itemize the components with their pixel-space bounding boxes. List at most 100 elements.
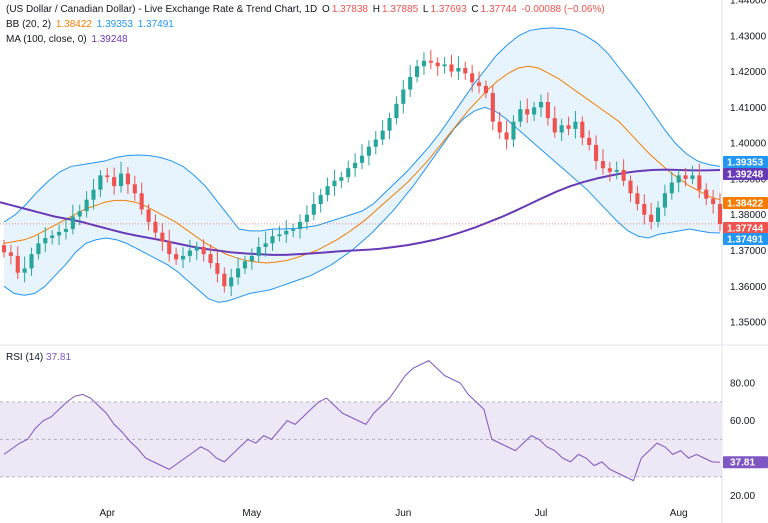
- price-tag-label: 1.37491: [727, 235, 764, 246]
- candle-body: [91, 189, 96, 200]
- candle-body: [236, 268, 241, 278]
- candle-body: [635, 193, 640, 204]
- candle-body: [132, 184, 137, 194]
- candle-body: [669, 182, 674, 194]
- candle-body: [628, 180, 633, 194]
- rsi-value: 37.81: [46, 352, 72, 363]
- candle-body: [387, 118, 392, 131]
- candle-body: [442, 64, 447, 67]
- ma-100-line: [0, 168, 721, 256]
- bb-lower-value: 1.37491: [137, 19, 174, 30]
- price-tag-box: [723, 156, 768, 168]
- candle-body: [125, 173, 130, 185]
- candle-body: [580, 121, 585, 138]
- open-value: 1.37838: [331, 4, 368, 15]
- candle-body: [339, 177, 344, 181]
- price-tick-label: 1.36000: [730, 282, 767, 293]
- candle-body: [408, 76, 413, 90]
- low-value: 1.37693: [430, 4, 467, 15]
- candle-body: [353, 162, 358, 169]
- candle-body: [153, 221, 158, 233]
- time-axis-label: Jul: [535, 508, 548, 519]
- candle-body: [449, 64, 454, 72]
- candle-body: [325, 186, 330, 196]
- title-text: (US Dollar / Canadian Dollar) - Live Exc…: [6, 4, 318, 15]
- candle-body: [511, 121, 516, 140]
- rsi-label: RSI (14): [6, 352, 44, 363]
- candle-body: [655, 207, 661, 222]
- price-tag-label: 1.37744: [727, 224, 764, 235]
- candle-body: [552, 118, 557, 133]
- candle-body: [84, 199, 89, 212]
- candle-body: [401, 89, 406, 104]
- candle-body: [587, 137, 592, 145]
- low-label: L: [422, 4, 429, 15]
- candle-body: [249, 255, 254, 262]
- candle-body: [600, 161, 606, 169]
- candle-body: [421, 60, 427, 67]
- candle-body: [98, 175, 103, 190]
- candle-body: [470, 73, 475, 83]
- candle-body: [621, 170, 626, 181]
- price-tag-label: 1.39353: [727, 158, 764, 169]
- candle-body: [263, 243, 268, 247]
- bb-upper-line: [3, 27, 721, 232]
- candle-body: [77, 211, 82, 217]
- price-tag-box: [723, 222, 768, 234]
- rsi-value-tag: [723, 456, 768, 469]
- rsi-tick-label: 80.00: [730, 379, 755, 390]
- candle-body: [1, 245, 7, 253]
- candle-body: [22, 268, 27, 273]
- candle-body: [222, 273, 227, 287]
- candle-body: [57, 231, 62, 236]
- candle-body: [63, 229, 69, 232]
- candle-body: [270, 236, 275, 244]
- rsi-line: [3, 360, 721, 482]
- time-axis-label: Aug: [670, 508, 688, 519]
- price-tick-label: 1.41000: [730, 103, 767, 114]
- candle-body: [242, 261, 248, 269]
- candle-body: [311, 204, 316, 215]
- candle-body: [649, 214, 654, 222]
- price-tick-label: 1.40000: [730, 139, 767, 150]
- candle-body: [428, 60, 433, 63]
- candle-body: [415, 66, 420, 77]
- candle-body: [43, 238, 48, 244]
- candle-body: [332, 180, 337, 187]
- candle-body: [518, 109, 523, 122]
- candle-body: [105, 175, 110, 178]
- candle-body: [229, 277, 234, 287]
- candle-body: [697, 175, 702, 190]
- candle-body: [711, 198, 716, 204]
- candle-body: [476, 82, 482, 86]
- candle-body: [683, 175, 688, 179]
- candle-body: [284, 230, 289, 235]
- price-tick-label: 1.38000: [730, 210, 767, 221]
- candle-body: [174, 254, 179, 260]
- candle-body: [8, 252, 13, 256]
- candle-body: [359, 155, 365, 163]
- candle-body: [291, 229, 296, 231]
- ma-value: 1.39248: [91, 34, 128, 45]
- candle-body: [573, 121, 578, 129]
- candle-body: [215, 263, 220, 274]
- open-label: O: [322, 4, 330, 15]
- candle-body: [490, 93, 495, 122]
- candle-body: [318, 195, 323, 204]
- candle-body: [704, 189, 709, 199]
- candle-body: [139, 193, 144, 210]
- candle-body: [497, 121, 502, 133]
- close-value: 1.37744: [480, 4, 517, 15]
- candle-body: [394, 103, 399, 119]
- candle-body: [607, 168, 612, 172]
- ma-legend: MA (100, close, 0) 1.39248: [6, 34, 130, 45]
- bb-basis-value: 1.38422: [55, 19, 92, 30]
- price-tag-label: 1.38422: [727, 199, 764, 210]
- rsi-tick-label: 60.00: [730, 416, 755, 427]
- candle-body: [29, 254, 34, 269]
- bb-label: BB (20, 2): [6, 19, 52, 30]
- price-tick-label: 1.42000: [730, 67, 767, 78]
- rsi-tick-label: 20.00: [730, 491, 755, 502]
- candle-body: [662, 193, 667, 208]
